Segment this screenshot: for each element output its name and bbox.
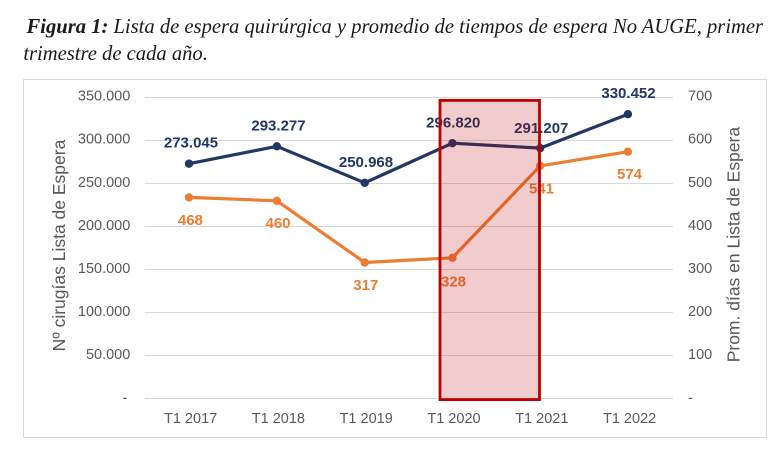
svg-text:150.000: 150.000 bbox=[78, 261, 130, 277]
svg-text:700: 700 bbox=[688, 89, 712, 105]
svg-text:500: 500 bbox=[688, 175, 712, 191]
svg-text:330.452: 330.452 bbox=[601, 85, 655, 102]
svg-text:T1 2021: T1 2021 bbox=[515, 411, 568, 427]
svg-text:-: - bbox=[122, 390, 127, 406]
svg-text:T1 2020: T1 2020 bbox=[427, 411, 480, 427]
svg-text:468: 468 bbox=[178, 212, 203, 229]
svg-text:300.000: 300.000 bbox=[78, 132, 130, 148]
svg-text:291.207: 291.207 bbox=[514, 120, 568, 137]
svg-text:100.000: 100.000 bbox=[78, 304, 130, 320]
svg-text:328: 328 bbox=[441, 273, 466, 290]
svg-text:T1 2019: T1 2019 bbox=[340, 411, 393, 427]
svg-text:100: 100 bbox=[688, 347, 712, 363]
svg-text:400: 400 bbox=[688, 218, 712, 234]
svg-text:200: 200 bbox=[688, 304, 712, 320]
svg-text:200.000: 200.000 bbox=[78, 218, 130, 234]
svg-text:317: 317 bbox=[353, 277, 378, 294]
svg-text:T1 2017: T1 2017 bbox=[164, 411, 217, 427]
svg-text:-: - bbox=[688, 390, 693, 406]
svg-text:574: 574 bbox=[617, 166, 643, 183]
svg-text:350.000: 350.000 bbox=[78, 89, 130, 105]
svg-text:T1 2018: T1 2018 bbox=[252, 411, 305, 427]
svg-text:50.000: 50.000 bbox=[86, 347, 130, 363]
svg-text:Nº cirugías Lista de Espera: Nº cirugías Lista de Espera bbox=[49, 139, 69, 351]
svg-text:541: 541 bbox=[529, 180, 554, 197]
svg-text:300: 300 bbox=[688, 261, 712, 277]
svg-text:460: 460 bbox=[265, 215, 290, 232]
svg-text:250.968: 250.968 bbox=[339, 154, 393, 171]
svg-text:273.045: 273.045 bbox=[164, 134, 218, 151]
svg-text:Prom. días en Lista de Espera: Prom. días en Lista de Espera bbox=[724, 127, 744, 363]
svg-text:293.277: 293.277 bbox=[251, 118, 305, 135]
svg-text:250.000: 250.000 bbox=[78, 175, 130, 191]
svg-text:T1 2022: T1 2022 bbox=[603, 411, 656, 427]
svg-text:600: 600 bbox=[688, 132, 712, 148]
